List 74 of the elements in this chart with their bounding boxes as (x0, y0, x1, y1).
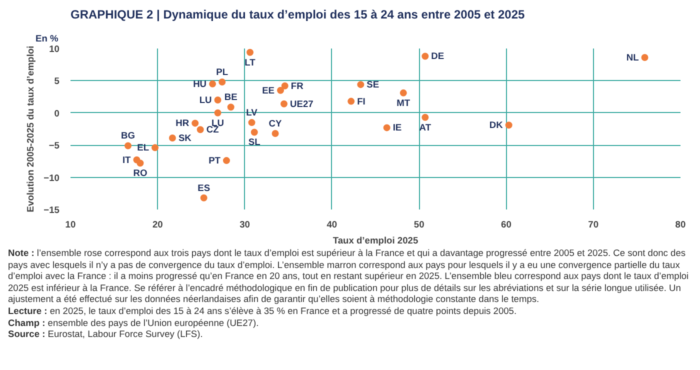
x-tick-label: 60 (501, 220, 512, 230)
x-tick-label: 30 (240, 220, 250, 230)
annotation: ES (198, 182, 210, 193)
text: Champ : ensemble des pays de l’Union européenne (UE27). (8, 318, 259, 328)
annotation: HR (176, 118, 190, 128)
annotation: BG (121, 130, 136, 141)
point (227, 104, 234, 111)
annotation: RO (133, 168, 148, 178)
annotation: FI (357, 96, 366, 106)
annotation: IE (392, 122, 402, 133)
x-tick-label: 20 (152, 220, 163, 230)
point (641, 54, 648, 62)
point (280, 100, 288, 108)
point (250, 128, 258, 136)
annotation: SE (366, 80, 380, 90)
x-tick-label: 80 (675, 220, 686, 230)
annotation: IT (122, 154, 132, 165)
annotation: HU (193, 78, 207, 89)
point (277, 86, 284, 94)
x-axis-title: Taux d’emploi 2025 (332, 236, 418, 246)
annotation: UE27 (290, 98, 314, 109)
annotation: SL (248, 137, 261, 148)
point (168, 134, 176, 142)
point (246, 48, 254, 56)
annotation: NL (626, 52, 640, 63)
annotation: LT (244, 57, 256, 68)
x-tick-label: 70 (588, 220, 599, 230)
source-note: Source : Eurostat, Labour Force Survey (LFS). (8, 329, 203, 340)
point (196, 126, 204, 134)
annotation: BE (224, 92, 238, 102)
point (422, 114, 429, 121)
point (214, 109, 222, 116)
annotation: CY (268, 118, 283, 129)
annotation: FR (290, 80, 304, 91)
annotation: EE (262, 85, 275, 96)
y-tick-label: −10 (44, 172, 60, 183)
x-tick-label: 50 (414, 220, 424, 230)
text: Lecture : en 2025, le taux d’emploi des 15 à 24 ans s’élève à 35 % en France et a progressé de quatre points depuis 2005. (8, 306, 517, 316)
y-axis-title: Evolution 2005-2025 du taux d’emploi (26, 46, 36, 212)
text: En % (36, 34, 60, 44)
annotation: LU (199, 95, 212, 106)
point (422, 52, 429, 60)
point (218, 78, 226, 86)
y-tick-label: 5 (54, 76, 60, 86)
chart-title: GRAPHIQUE 2 | Dynamique du taux d’emploi des 15 à 24 ans entre 2005 et 2025 (70, 8, 526, 22)
y-tick-label: −5 (48, 140, 60, 151)
annotation: PT (208, 156, 221, 166)
point (192, 120, 199, 127)
x-tick-label: 10 (65, 220, 76, 230)
annotation: DE (431, 51, 444, 62)
point (214, 96, 222, 104)
annotation: PL (216, 66, 228, 77)
point (348, 98, 355, 105)
annotation: DK (489, 120, 504, 130)
y-tick-label: 10 (49, 44, 60, 54)
point (400, 89, 407, 96)
y-tick-label: 0 (54, 108, 60, 118)
point (222, 157, 230, 164)
point (383, 124, 390, 132)
text: Note : l’ensemble rose correspond aux trois pays dont le taux d’emploi est supérieur à la France et qui a davantage progressé entre 2005 et 2025. Ce sont donc des pays avec lesquels il n’y a pas de convergence du taux d’emploi. L’ensemble marron correspond aux pays pour lesquels il y a eu une convergence partielle du taux d’emploi avec la France : il a moins progressé qu’en France en 20 ans, tout en restant supérieur en 2025. L’ensemble bleu correspond aux pays dont le taux d’emploi 2025 est inférieur à la France. Se référer à l’encadré méthodologique en fin de publication pour plus de détails sur les abréviations et sur la série longue utilisée. Un ajustement a été effectué sur les données néerlandaises afin de garantir qu’elles soient à méthodologie constante dans le temps. (8, 248, 689, 304)
annotation: SK (178, 133, 192, 144)
point (124, 142, 132, 150)
point (281, 82, 288, 90)
point (209, 80, 216, 88)
point (136, 160, 144, 167)
point (248, 119, 256, 126)
point (200, 194, 208, 202)
point (357, 81, 364, 88)
y-tick-label: −15 (44, 205, 60, 215)
point (505, 122, 512, 129)
point (272, 130, 279, 137)
x-tick-label: 40 (326, 220, 338, 230)
point (152, 144, 159, 152)
annotation: MT (396, 98, 410, 108)
